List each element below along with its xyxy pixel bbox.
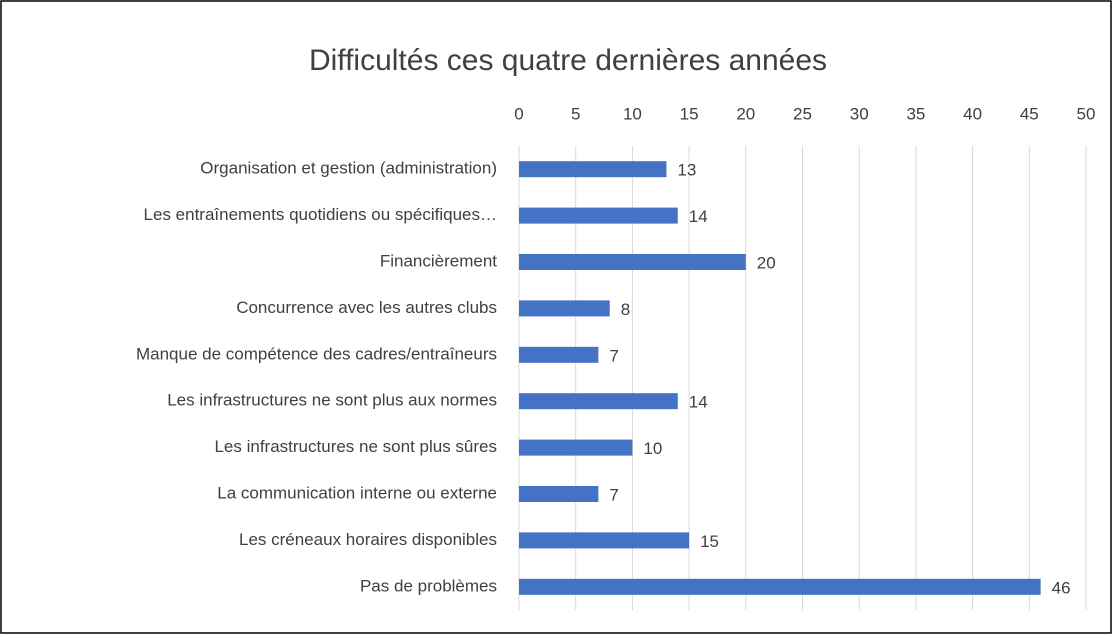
y-tick-label: Les infrastructures ne sont plus aux nor… bbox=[167, 391, 497, 410]
x-tick-label: 50 bbox=[1077, 104, 1096, 123]
data-label: 10 bbox=[643, 439, 662, 458]
chart-title: Difficultés ces quatre dernières années bbox=[309, 44, 827, 77]
bar bbox=[519, 207, 678, 224]
bar bbox=[519, 300, 610, 317]
x-tick-label: 10 bbox=[623, 104, 642, 123]
y-tick-label: Les infrastructures ne sont plus sûres bbox=[214, 437, 497, 456]
x-tick-label: 15 bbox=[680, 104, 699, 123]
data-label: 20 bbox=[757, 253, 776, 272]
x-tick-label: 45 bbox=[1020, 104, 1039, 123]
data-label: 15 bbox=[700, 532, 719, 551]
bar bbox=[519, 254, 746, 270]
bar bbox=[519, 393, 678, 410]
bar bbox=[519, 532, 690, 549]
bar bbox=[519, 161, 667, 178]
y-tick-label: Organisation et gestion (administration) bbox=[200, 159, 497, 178]
y-tick-label: La communication interne ou externe bbox=[217, 483, 497, 502]
data-label: 14 bbox=[689, 207, 708, 226]
data-label: 14 bbox=[689, 393, 708, 412]
data-label: 46 bbox=[1052, 578, 1071, 597]
bar bbox=[519, 578, 1041, 595]
y-tick-label: Les créneaux horaires disponibles bbox=[239, 530, 497, 549]
y-tick-label: Concurrence avec les autres clubs bbox=[236, 298, 497, 317]
x-tick-label: 5 bbox=[571, 104, 580, 123]
y-tick-label: Financièrement bbox=[380, 251, 497, 270]
y-tick-label: Pas de problèmes bbox=[360, 576, 497, 595]
data-label: 7 bbox=[609, 485, 618, 504]
x-tick-label: 35 bbox=[906, 104, 925, 123]
bar bbox=[519, 439, 633, 456]
x-tick-label: 30 bbox=[850, 104, 869, 123]
bar bbox=[519, 486, 599, 502]
x-tick-label: 20 bbox=[736, 104, 755, 123]
y-tick-label: Manque de compétence des cadres/entraîne… bbox=[136, 344, 497, 363]
y-tick-label: Les entraînements quotidiens ou spécifiq… bbox=[144, 205, 497, 224]
x-tick-label: 40 bbox=[963, 104, 982, 123]
bar bbox=[519, 346, 599, 363]
x-tick-label: 0 bbox=[514, 104, 523, 123]
data-label: 7 bbox=[609, 346, 618, 365]
x-tick-label: 25 bbox=[793, 104, 812, 123]
data-label: 13 bbox=[677, 161, 696, 180]
data-label: 8 bbox=[621, 300, 630, 319]
